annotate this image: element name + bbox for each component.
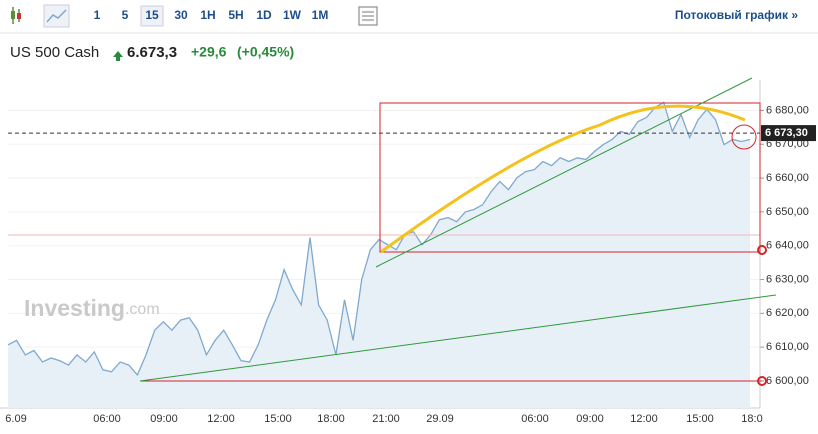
x-tick-label: 12:00 — [207, 413, 235, 425]
settings-icon[interactable] — [358, 6, 378, 26]
annotations — [139, 77, 777, 386]
x-tick-label: 15:00 — [264, 413, 292, 425]
interval-button[interactable]: 15 — [145, 8, 159, 22]
y-tick-label: 6 640,00 — [766, 240, 809, 252]
y-tick-label: 6 620,00 — [766, 307, 809, 319]
watermark: Investing.com — [24, 295, 160, 321]
x-tick-label: 29.09 — [426, 413, 454, 425]
y-tick-label: 6 650,00 — [766, 206, 809, 218]
y-tick-label: 6 610,00 — [766, 341, 809, 353]
stream-link[interactable]: Потоковый график » — [675, 8, 798, 22]
interval-button[interactable]: 1W — [283, 8, 302, 22]
x-tick-label: 09:00 — [576, 413, 604, 425]
x-tick-label: 21:00 — [372, 413, 400, 425]
last-price-label: 6 673,30 — [765, 127, 808, 139]
interval-button[interactable]: 30 — [174, 8, 188, 22]
x-tick-label: 06:00 — [93, 413, 121, 425]
y-tick-label: 6 630,00 — [766, 273, 809, 285]
x-tick-label: 09:00 — [150, 413, 178, 425]
watermark-suffix: .com — [125, 301, 160, 318]
price: 6.673,3 — [127, 44, 177, 61]
x-tick-label: 12:00 — [630, 413, 658, 425]
area-fill — [8, 102, 750, 409]
instrument-name: US 500 Cash — [10, 44, 99, 61]
plot: 6 680,00 6 670,00 6 660,00 6 650,00 6 640,00… — [0, 80, 816, 425]
y-tick-label: 6 670,00 — [766, 138, 809, 150]
x-tick-label: 15:00 — [686, 413, 714, 425]
chart-type-icons[interactable] — [11, 4, 70, 28]
y-tick-label: 6 660,00 — [766, 172, 809, 184]
interval-button[interactable]: 1H — [200, 8, 215, 22]
interval-button[interactable]: 5 — [122, 8, 129, 22]
change: +29,6 — [191, 44, 227, 60]
change-pct: (+0,45%) — [237, 44, 294, 60]
interval-button[interactable]: 1 — [94, 8, 101, 22]
last-price-box — [761, 125, 816, 142]
x-tick-label: 6.09 — [5, 413, 26, 425]
x-tick-label: 06:00 — [521, 413, 549, 425]
watermark-brand: Investing — [24, 295, 125, 321]
interval-button[interactable]: 1D — [256, 8, 272, 22]
x-tick-label: 18:0 — [741, 413, 762, 425]
y-tick-label: 6 680,00 — [766, 104, 809, 116]
interval-button[interactable]: 1M — [312, 8, 329, 22]
y-tick-label: 6 600,00 — [766, 375, 809, 387]
active-interval — [140, 5, 164, 27]
up-arrow — [113, 51, 123, 61]
interval-button[interactable]: 5H — [228, 8, 243, 22]
interval-buttons[interactable]: 1 5 15 30 1H 5H 1D 1W 1M — [94, 5, 329, 27]
x-tick-label: 18:00 — [317, 413, 345, 425]
